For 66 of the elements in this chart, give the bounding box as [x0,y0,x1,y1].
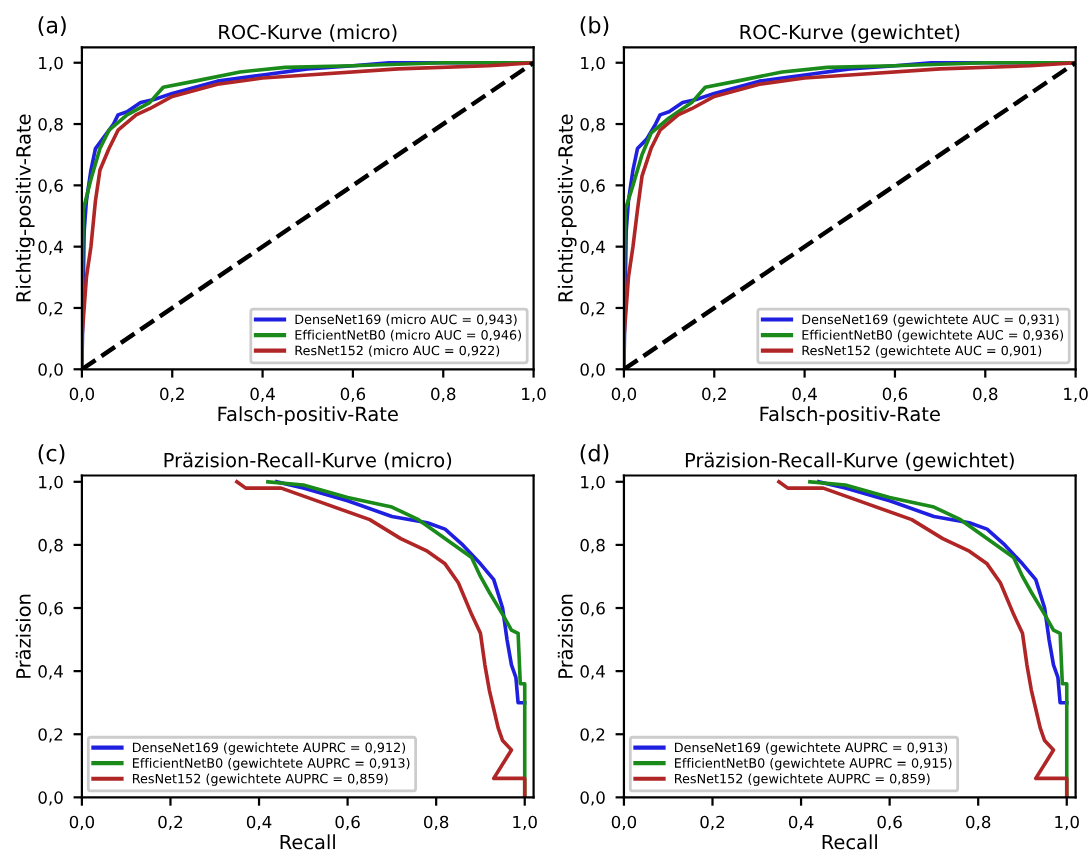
chart-title: Präzision-Recall-Kurve (gewichtet) [685,452,1014,472]
x-tick-label: 0,4 [250,387,275,402]
x-tick-label: 0,4 [792,387,817,402]
y-axis-title: Präzision [557,594,573,678]
y-tick-label: 0,6 [580,179,605,194]
y-tick-label: 1,0 [39,475,63,491]
x-tick-label: 0,6 [882,387,908,402]
y-tick-label: 0,2 [38,301,63,317]
y-tick-label: 0,4 [580,665,605,680]
x-tick-label: 1,0 [513,815,537,831]
y-tick-label: 0,8 [38,538,63,554]
y-tick-label: 0,4 [38,665,63,680]
text: (b) [580,16,609,37]
x-tick-label: 0,2 [160,387,184,402]
x-tick-label: 0,4 [246,815,272,831]
x-tick-label: 0,2 [158,815,183,831]
y-tick-label: 0,0 [580,791,605,806]
x-tick-label: 0,6 [335,815,360,831]
x-tick-label: 1,0 [522,387,546,402]
y-tick-label: 0,0 [38,791,63,806]
y-axis-title: Richtig-positiv-Rate [557,114,577,302]
y-tick-label: 0,2 [38,728,63,743]
x-tick-label: 0,8 [973,387,998,402]
x-axis-title: Recall [822,834,877,850]
x-tick-label: 0,8 [424,815,449,831]
y-tick-label: 1,0 [581,56,605,72]
text: (a) [38,16,66,37]
y-tick-label: 0,8 [580,118,605,133]
x-tick-label: 0,6 [340,387,366,402]
y-tick-label: 1,0 [39,56,63,72]
y-tick-label: 0,8 [38,118,63,133]
x-tick-label: 0,8 [966,815,991,831]
line-series [274,479,527,705]
y-tick-label: 1,0 [581,475,605,491]
chart-title: ROC-Kurve (micro) [219,24,397,42]
x-tick-label: 0,0 [611,387,637,402]
y-tick-label: 0,6 [38,179,63,194]
y-axis-title: Präzision [15,594,31,678]
x-tick-label: 1,0 [1055,815,1079,831]
x-tick-label: 0,4 [788,815,814,831]
chart-title: ROC-Kurve (gewichtet) [740,24,960,44]
x-tick-label: 0,2 [700,815,725,831]
y-tick-label: 0,2 [580,728,605,743]
x-tick-label: 0,0 [611,815,637,831]
y-tick-label: 0,0 [580,363,605,378]
x-tick-label: 0,2 [702,387,726,402]
y-tick-label: 0,0 [38,363,63,378]
x-tick-label: 0,6 [877,815,902,831]
x-axis-title: Falsch-positiv-Rate [760,406,940,426]
x-axis-title: Falsch-positiv-Rate [218,406,398,426]
chart-title: Präzision-Recall-Kurve (micro) [164,452,452,470]
y-tick-label: 0,4 [38,240,63,255]
y-tick-label: 0,4 [580,240,605,255]
x-tick-label: 0,8 [431,387,456,402]
x-tick-label: 0,0 [69,387,95,402]
line-series [816,479,1069,705]
y-tick-label: 0,2 [580,301,605,317]
text: (d) [580,444,609,465]
x-tick-label: 0,0 [69,815,95,831]
y-axis-title: Richtig-positiv-Rate [15,114,35,302]
y-tick-label: 0,6 [580,601,605,617]
y-tick-label: 0,6 [38,601,63,617]
text: (c) [38,444,65,465]
x-axis-title: Recall [280,834,335,850]
y-tick-label: 0,8 [580,538,605,554]
x-tick-label: 1,0 [1064,387,1088,402]
